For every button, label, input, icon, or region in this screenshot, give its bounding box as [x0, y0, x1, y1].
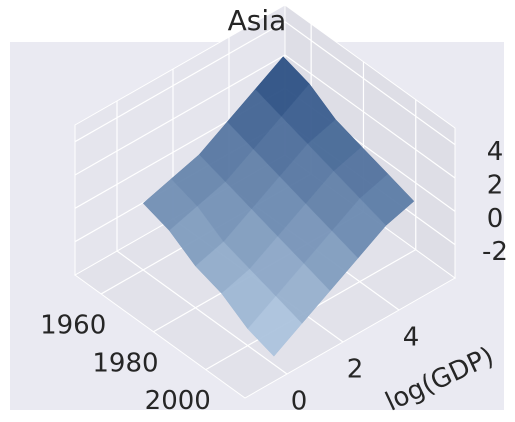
y-tick-label: 2 [347, 355, 364, 385]
z-grid-line [284, 21, 456, 146]
z-grid-line [284, 54, 456, 179]
z-grid-line [74, 54, 286, 176]
x-tick-label: 1960 [40, 310, 106, 340]
y-grid-line [116, 250, 288, 375]
z-tick-label: 4 [487, 137, 504, 167]
x-tick-label: 1980 [92, 348, 158, 378]
z-tick-label: 2 [487, 171, 504, 201]
z-tick-label: 0 [487, 204, 504, 234]
z-tick-label: -2 [482, 237, 508, 267]
chart-title: Asia [228, 4, 287, 37]
x-tick-label: 2000 [145, 386, 211, 416]
surface-patch [247, 295, 303, 357]
y-tick-label: 0 [291, 387, 308, 417]
z-grid-line [74, 21, 286, 143]
y-tick-label: 4 [403, 323, 420, 353]
